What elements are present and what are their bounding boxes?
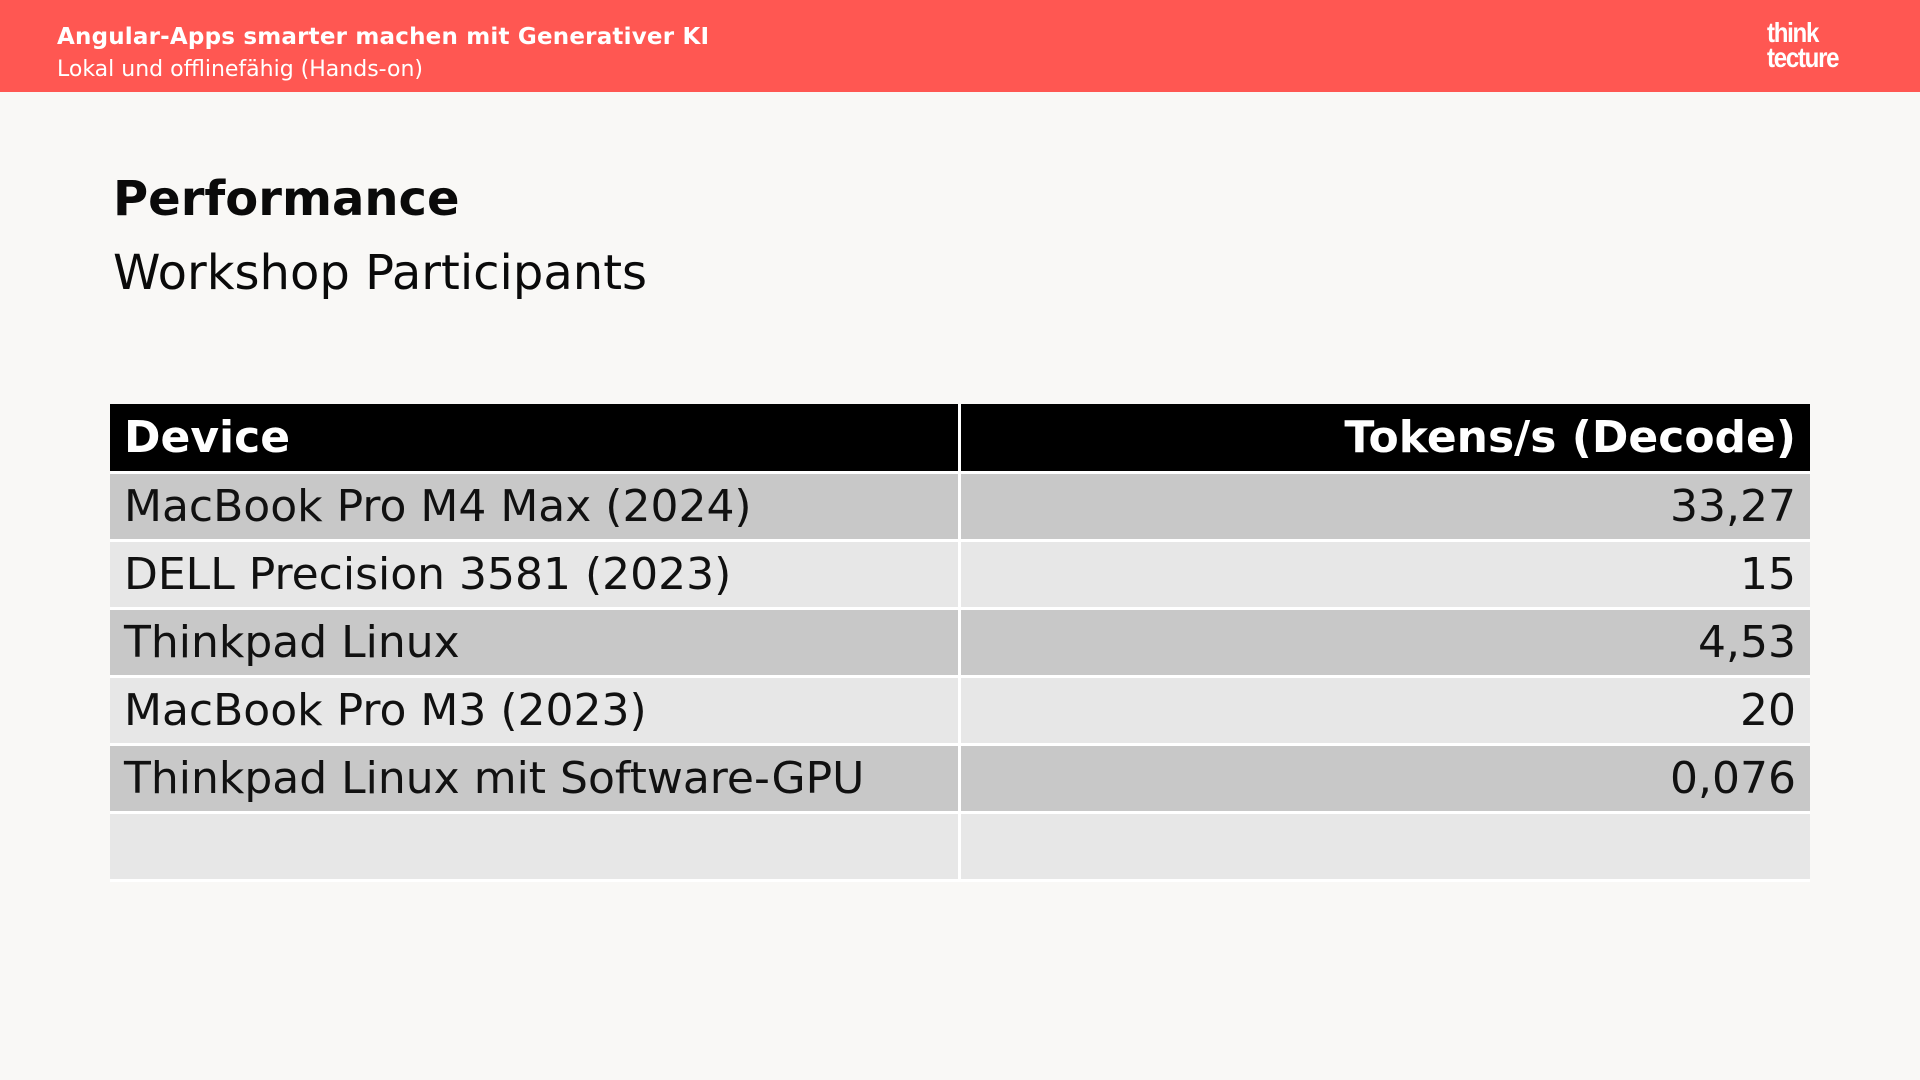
tokens-cell: 33,27 [959, 472, 1810, 542]
device-cell: Thinkpad Linux mit Software-GPU [110, 744, 961, 814]
deck-subtitle: Lokal und offlinefähig (Hands-on) [57, 57, 423, 82]
tokens-cell: 15 [959, 540, 1810, 610]
table-row: Thinkpad Linux 4,53 [110, 608, 1810, 678]
performance-table: Device Tokens/s (Decode) MacBook Pro M4 … [110, 404, 1810, 882]
device-cell [110, 812, 961, 882]
table-row-empty [110, 812, 1810, 882]
table-row: DELL Precision 3581 (2023) 15 [110, 540, 1810, 610]
table-header-row: Device Tokens/s (Decode) [110, 404, 1810, 474]
thinktecture-logo: think tecture [1767, 17, 1844, 73]
tokens-cell: 0,076 [959, 744, 1810, 814]
logo-line-2: tecture [1767, 42, 1840, 73]
column-header-device: Device [110, 404, 961, 474]
tokens-cell: 20 [959, 676, 1810, 746]
column-header-tokens: Tokens/s (Decode) [959, 404, 1810, 474]
slide-title: Performance [113, 171, 460, 227]
table-row: MacBook Pro M3 (2023) 20 [110, 676, 1810, 746]
device-cell: MacBook Pro M4 Max (2024) [110, 472, 961, 542]
device-cell: Thinkpad Linux [110, 608, 961, 678]
device-cell: DELL Precision 3581 (2023) [110, 540, 961, 610]
tokens-cell [959, 812, 1810, 882]
slide-subtitle: Workshop Participants [113, 245, 648, 301]
device-cell: MacBook Pro M3 (2023) [110, 676, 961, 746]
table-row: Thinkpad Linux mit Software-GPU 0,076 [110, 744, 1810, 814]
logo-line-1: think [1767, 17, 1819, 48]
tokens-cell: 4,53 [959, 608, 1810, 678]
table-row: MacBook Pro M4 Max (2024) 33,27 [110, 472, 1810, 542]
deck-title: Angular-Apps smarter machen mit Generati… [57, 24, 710, 50]
header-bar: Angular-Apps smarter machen mit Generati… [0, 0, 1920, 92]
